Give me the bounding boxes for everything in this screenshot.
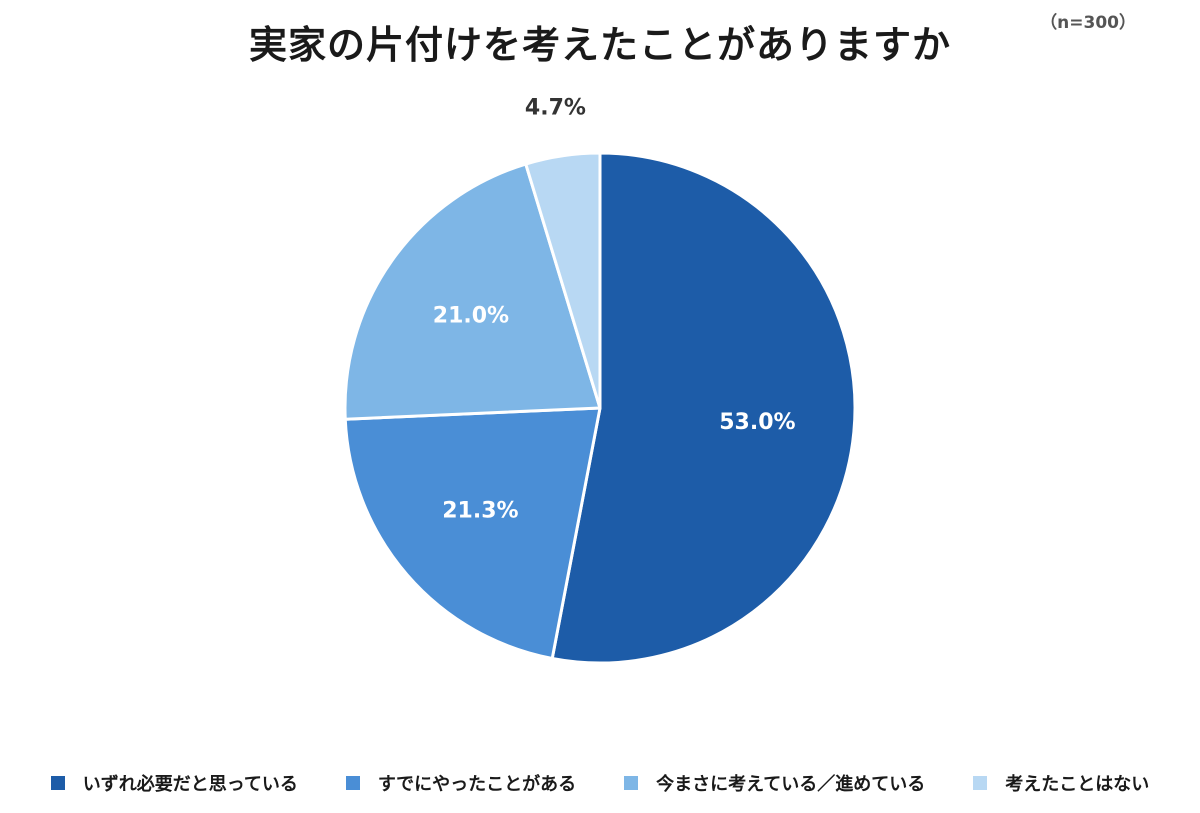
pie-slice-3 (524, 151, 602, 410)
legend-swatch-1 (345, 776, 360, 790)
pie-slice-2 (343, 162, 602, 421)
legend-item-1: すでにやったことがある (345, 770, 577, 796)
legend-swatch-2 (624, 776, 639, 790)
data-label-2: 21.0% (433, 304, 509, 329)
legend-item-3: 考えたことはない (973, 770, 1149, 796)
chart-title: 実家の片付けを考えたことがありますか (248, 23, 951, 67)
sample-size-note: （n=300） (1040, 13, 1136, 33)
legend-label-2: 今まさに考えている／進めている (656, 774, 926, 795)
pie-slice-0 (550, 151, 857, 665)
data-label-3: 4.7% (525, 95, 586, 120)
legend-label-3: 考えたことはない (1005, 774, 1150, 795)
legend-label-0: いずれ必要だと思っている (82, 774, 298, 795)
legend-item-2: 今まさに考えている／進めている (624, 770, 925, 796)
legend-swatch-3 (973, 776, 988, 790)
data-label-0: 53.0% (719, 410, 795, 435)
legend-label-1: すでにやったことがある (377, 774, 577, 795)
legend-swatch-0 (50, 776, 65, 790)
data-label-1: 21.3% (442, 498, 518, 523)
legend-item-0: いずれ必要だと思っている (50, 770, 298, 796)
pie-slice-1 (343, 406, 602, 660)
legend: いずれ必要だと思っている すでにやったことがある 今まさに考えている／進めている… (0, 770, 1200, 796)
